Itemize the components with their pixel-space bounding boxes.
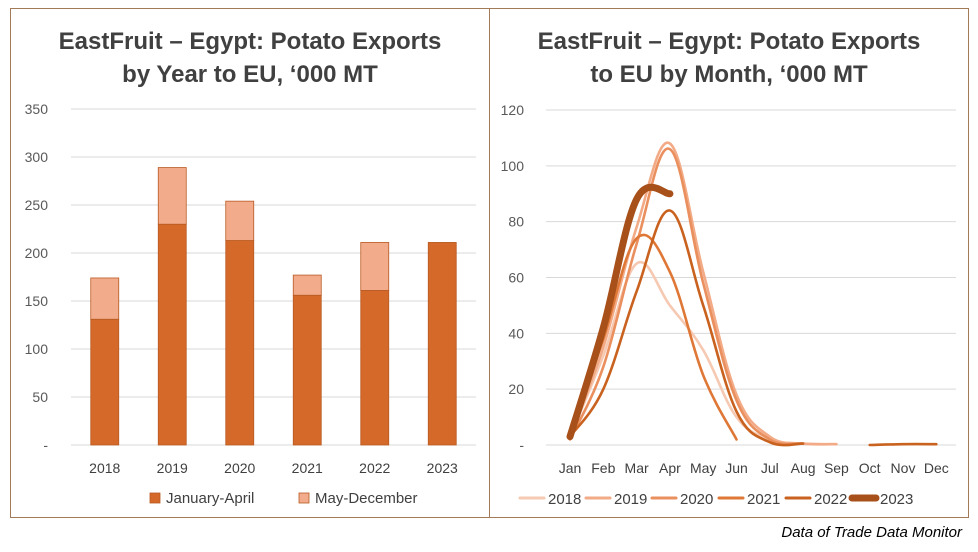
y-tick-label: 200 [25,245,49,261]
y-tick-label: 250 [25,197,49,213]
y-tick-label: 80 [508,214,524,230]
x-tick-label: 2023 [427,460,458,476]
x-tick-label: Mar [625,460,649,476]
series-line-2023 [566,183,674,441]
x-tick-label: 2020 [224,460,255,476]
series-line-2022 [868,442,938,447]
bar-segment [427,242,457,446]
x-tick-label: 2019 [157,460,188,476]
yearly-chart-svg: - 50 100 150 200 250 300 350 2018 2019 2020 2021 202… [25,101,476,507]
series-line-2022 [568,209,805,447]
y-tick-label: 50 [32,389,48,405]
yearly-exports-chart-panel: EastFruit – Egypt: Potato Exports by Yea… [10,8,490,518]
x-tick-label: Nov [891,460,916,476]
x-tick-label: Sep [824,460,849,476]
bar-segment [292,274,322,296]
legend-label: 2022 [814,491,847,508]
yearly-chart-title: EastFruit – Egypt: Potato Exports by Yea… [58,28,442,88]
y-tick-label: 350 [25,101,49,117]
bar-segment [157,167,187,225]
y-tick-label: 20 [508,381,524,397]
bar-segment [225,200,255,241]
y-tick-label: 300 [25,149,49,165]
legend-swatch [149,492,161,504]
y-tick-label: 100 [501,158,525,174]
x-tick-label: 2018 [89,460,120,476]
y-tick-label: 40 [508,325,524,341]
y-tick-label: 120 [501,102,525,118]
monthly-exports-chart-panel: EastFruit – Egypt: Potato Exports to EU … [489,8,969,518]
series-line-2019 [568,141,838,446]
x-tick-label: 2022 [359,460,390,476]
bar-segment [225,240,255,446]
legend-label: May-December [315,490,418,507]
series-line-2020 [568,147,805,446]
x-tick-label: Apr [659,460,681,476]
bar-segment [157,223,187,446]
y-tick-label: 150 [25,293,49,309]
y-tick-label: - [519,437,524,453]
y-tick-label: 60 [508,270,524,286]
bar-segment [90,318,120,446]
x-tick-label: Aug [791,460,816,476]
monthly-chart-title: EastFruit – Egypt: Potato Exports to EU … [537,28,921,88]
legend-label: 2019 [614,491,647,508]
x-tick-label: Jul [761,460,779,476]
legend-label: 2018 [548,491,581,508]
y-tick-label: 100 [25,341,49,357]
x-tick-label: Jun [725,460,748,476]
legend-swatch [298,492,310,504]
x-tick-label: 2021 [292,460,323,476]
legend-label: 2021 [747,491,780,508]
monthly-chart-svg: - 20 40 60 80 100 120 Jan Feb Mar Apr May Jun Jul Aug S… [501,102,956,508]
x-tick-label: Feb [591,460,615,476]
legend-label: 2023 [880,491,913,508]
legend-label: 2020 [680,491,713,508]
source-caption: Data of Trade Data Monitor [781,524,962,541]
x-tick-label: Dec [924,460,949,476]
legend-label: January-April [166,490,254,507]
x-tick-label: Oct [859,460,881,476]
y-tick-label: - [43,437,48,453]
x-tick-label: Jan [559,460,582,476]
bar-segment [90,277,120,320]
bar-segment [360,242,390,291]
bar-segment [292,294,322,446]
x-tick-label: May [690,460,716,476]
bar-segment [360,290,390,446]
